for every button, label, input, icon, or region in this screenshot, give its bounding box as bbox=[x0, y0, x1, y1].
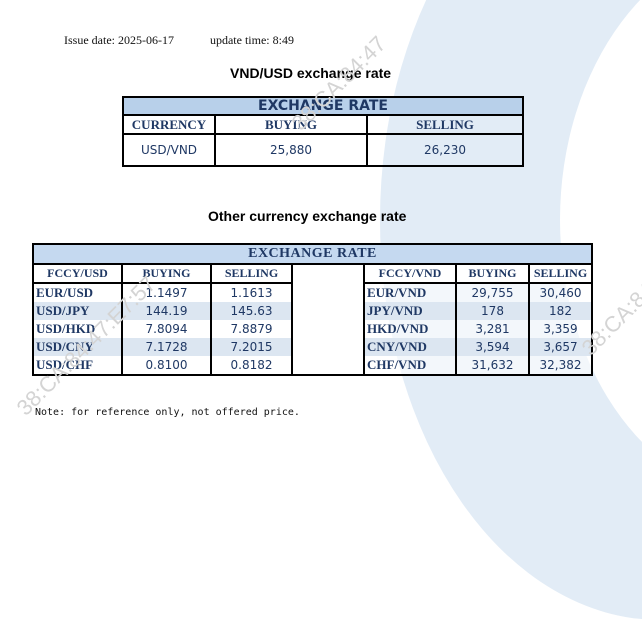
pair-cell: USD/JPY bbox=[33, 302, 123, 320]
other-currency-table: EXCHANGE RATE FCCY/USD BUYING SELLING FC… bbox=[32, 243, 593, 376]
issue-date-label: Issue date: bbox=[64, 33, 115, 47]
buying-cell: 144.19 bbox=[122, 302, 212, 320]
selling-cell: 145.63 bbox=[211, 302, 293, 320]
buying-cell: 29,755 bbox=[456, 283, 530, 302]
col-header-buying: BUYING bbox=[122, 264, 212, 284]
buying-cell: 25,880 bbox=[215, 134, 368, 166]
spacer-column bbox=[292, 264, 365, 375]
table-row: EUR/USD 1.1497 1.1613 EUR/VND 29,755 30,… bbox=[33, 283, 592, 302]
table-row: USD/JPY 144.19 145.63 JPY/VND 178 182 bbox=[33, 302, 592, 320]
table-caption: EXCHANGE RATE bbox=[33, 244, 592, 265]
pair-cell: EUR/USD bbox=[33, 283, 123, 302]
pair-cell: CHF/VND bbox=[364, 356, 457, 375]
buying-cell: 0.8100 bbox=[122, 356, 212, 375]
selling-cell: 26,230 bbox=[424, 143, 466, 157]
issue-date: 2025-06-17 bbox=[117, 33, 174, 47]
selling-cell: 3,359 bbox=[529, 320, 592, 338]
selling-cell: 32,382 bbox=[529, 356, 592, 375]
selling-cell: 7.8879 bbox=[211, 320, 293, 338]
selling-cell: 0.8182 bbox=[211, 356, 293, 375]
col-header-selling: SELLING bbox=[211, 264, 293, 284]
pair-cell: HKD/VND bbox=[364, 320, 457, 338]
update-time: 8:49 bbox=[272, 33, 294, 47]
selling-cell: 30,460 bbox=[529, 283, 592, 302]
reference-note: Note: for reference only, not offered pr… bbox=[35, 407, 300, 418]
pair-cell: EUR/VND bbox=[364, 283, 457, 302]
buying-cell: 7.8094 bbox=[122, 320, 212, 338]
selling-cell: 1.1613 bbox=[211, 283, 293, 302]
buying-cell: 31,632 bbox=[456, 356, 530, 375]
buying-cell: 3,594 bbox=[456, 338, 530, 356]
table-caption: EXCHANGE RATE bbox=[123, 97, 523, 116]
update-time-label: update time: bbox=[209, 33, 270, 47]
vnd-usd-table: EXCHANGE RATE CURRENCY BUYING SELLING US… bbox=[122, 96, 524, 167]
selling-cell: 7.2015 bbox=[211, 338, 293, 356]
col-header-selling: SELLING bbox=[529, 264, 592, 284]
col-header-buying: BUYING bbox=[456, 264, 530, 284]
pair-cell: USD/HKD bbox=[33, 320, 123, 338]
pair-cell: JPY/VND bbox=[364, 302, 457, 320]
buying-cell: 7.1728 bbox=[122, 338, 212, 356]
col-header-selling: SELLING bbox=[367, 115, 523, 135]
issue-info: Issue date: 2025-06-17 update time: 8:49 bbox=[64, 33, 294, 48]
buying-cell: 178 bbox=[456, 302, 530, 320]
col-header-fccy-usd: FCCY/USD bbox=[33, 264, 123, 284]
currency-cell: USD/VND bbox=[123, 134, 216, 166]
pair-cell: USD/CHF bbox=[33, 356, 123, 375]
buying-cell: 3,281 bbox=[456, 320, 530, 338]
selling-cell: 3,657 bbox=[529, 338, 592, 356]
col-header-fccy-vnd: FCCY/VND bbox=[364, 264, 457, 284]
col-header-currency: CURRENCY bbox=[123, 115, 216, 135]
other-currency-title: Other currency exchange rate bbox=[208, 208, 407, 224]
pair-cell: CNY/VND bbox=[364, 338, 457, 356]
table-row: USD/VND 25,880 26,230 bbox=[123, 134, 523, 166]
buying-cell: 1.1497 bbox=[122, 283, 212, 302]
vnd-usd-title: VND/USD exchange rate bbox=[230, 65, 392, 81]
pair-cell: USD/CNY bbox=[33, 338, 123, 356]
table-row: USD/CNY 7.1728 7.2015 CNY/VND 3,594 3,65… bbox=[33, 338, 592, 356]
selling-cell: 182 bbox=[529, 302, 592, 320]
col-header-buying: BUYING bbox=[215, 115, 368, 135]
table-row: USD/CHF 0.8100 0.8182 CHF/VND 31,632 32,… bbox=[33, 356, 592, 375]
table-row: USD/HKD 7.8094 7.8879 HKD/VND 3,281 3,35… bbox=[33, 320, 592, 338]
